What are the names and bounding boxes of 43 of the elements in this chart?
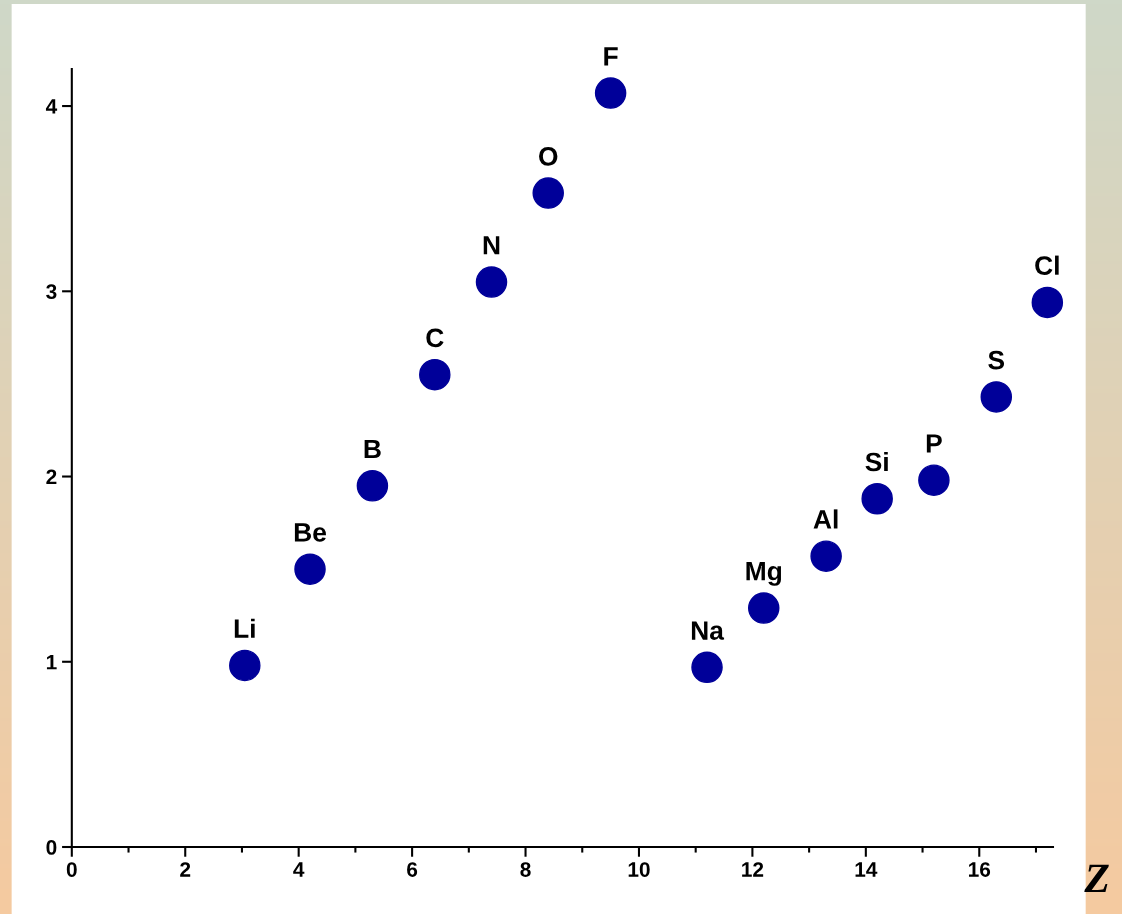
x-tick-label: 6 xyxy=(407,862,418,877)
x-tick-label: 4 xyxy=(293,862,305,877)
annotation: Si xyxy=(865,451,888,472)
point xyxy=(747,592,780,624)
annotation: Li xyxy=(234,618,255,638)
point xyxy=(810,540,842,572)
point xyxy=(1031,286,1064,319)
x-tick-label: 0 xyxy=(66,862,77,877)
point xyxy=(594,77,627,109)
x-tick-label: 16 xyxy=(968,862,991,877)
point xyxy=(691,651,723,684)
x-tick-label: 14 xyxy=(855,862,878,877)
point xyxy=(475,266,508,298)
y-tick-label: 0 xyxy=(46,840,57,855)
point xyxy=(229,649,261,682)
annotation: B xyxy=(364,439,381,459)
annotation: Na xyxy=(691,621,725,640)
y-tick-label: 3 xyxy=(46,284,57,300)
point xyxy=(532,177,564,209)
annotation: N xyxy=(483,236,500,255)
annotation: Be xyxy=(294,523,326,542)
annotation: S xyxy=(988,350,1005,370)
point xyxy=(356,470,389,502)
point xyxy=(419,358,451,391)
annotation: C xyxy=(426,328,444,348)
y-tick-label: 2 xyxy=(46,469,57,485)
annotation: F xyxy=(604,47,618,66)
x-tick-label: 8 xyxy=(520,862,531,877)
point xyxy=(918,464,950,496)
x-tick-label: 2 xyxy=(180,862,191,877)
annotation: Al xyxy=(813,509,838,529)
x-axis-title: Z xyxy=(1084,864,1109,893)
point xyxy=(980,381,1013,413)
y-tick-label: 1 xyxy=(46,654,57,670)
annotation: Cl xyxy=(1035,255,1059,275)
point xyxy=(861,483,893,515)
x-tick-label: 12 xyxy=(742,862,764,877)
point xyxy=(294,553,326,585)
annotation: Mg xyxy=(746,562,782,586)
x-tick-label: 10 xyxy=(628,862,650,877)
y-tick-label: 4 xyxy=(45,99,58,114)
annotation: O xyxy=(539,146,558,166)
annotation: P xyxy=(926,434,942,453)
